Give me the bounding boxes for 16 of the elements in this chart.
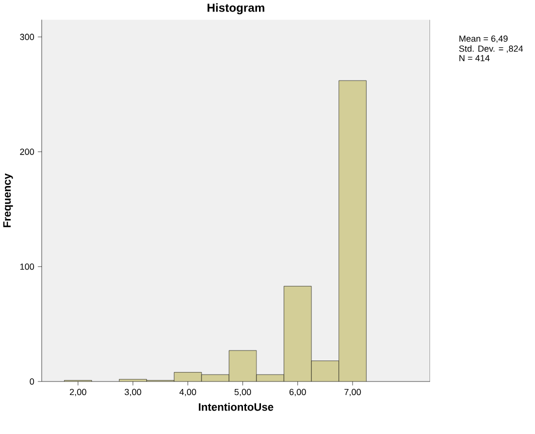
x-tick-label: 2,00: [70, 388, 86, 396]
y-tick-label: 300: [20, 34, 34, 40]
x-tick-label: 5,00: [234, 388, 252, 396]
text: Mean = 6,49: [459, 35, 508, 43]
x-tick-label: 6,00: [290, 388, 306, 396]
y-axis-title: Frequency: [3, 173, 13, 227]
chart-title: Histogram: [208, 3, 264, 14]
x-axis-title: IntentiontoUse: [198, 402, 274, 411]
text: Std. Dev. = ,824: [459, 45, 523, 53]
text: N = 414: [459, 54, 490, 62]
x-tick-label: 3,00: [124, 388, 142, 396]
y-tick-label: 100: [20, 263, 34, 270]
y-tick-label: 200: [20, 148, 34, 155]
x-tick-label: 7,00: [344, 388, 361, 396]
x-tick-label: 4,00: [179, 388, 196, 396]
y-tick-label: 0: [30, 378, 34, 384]
